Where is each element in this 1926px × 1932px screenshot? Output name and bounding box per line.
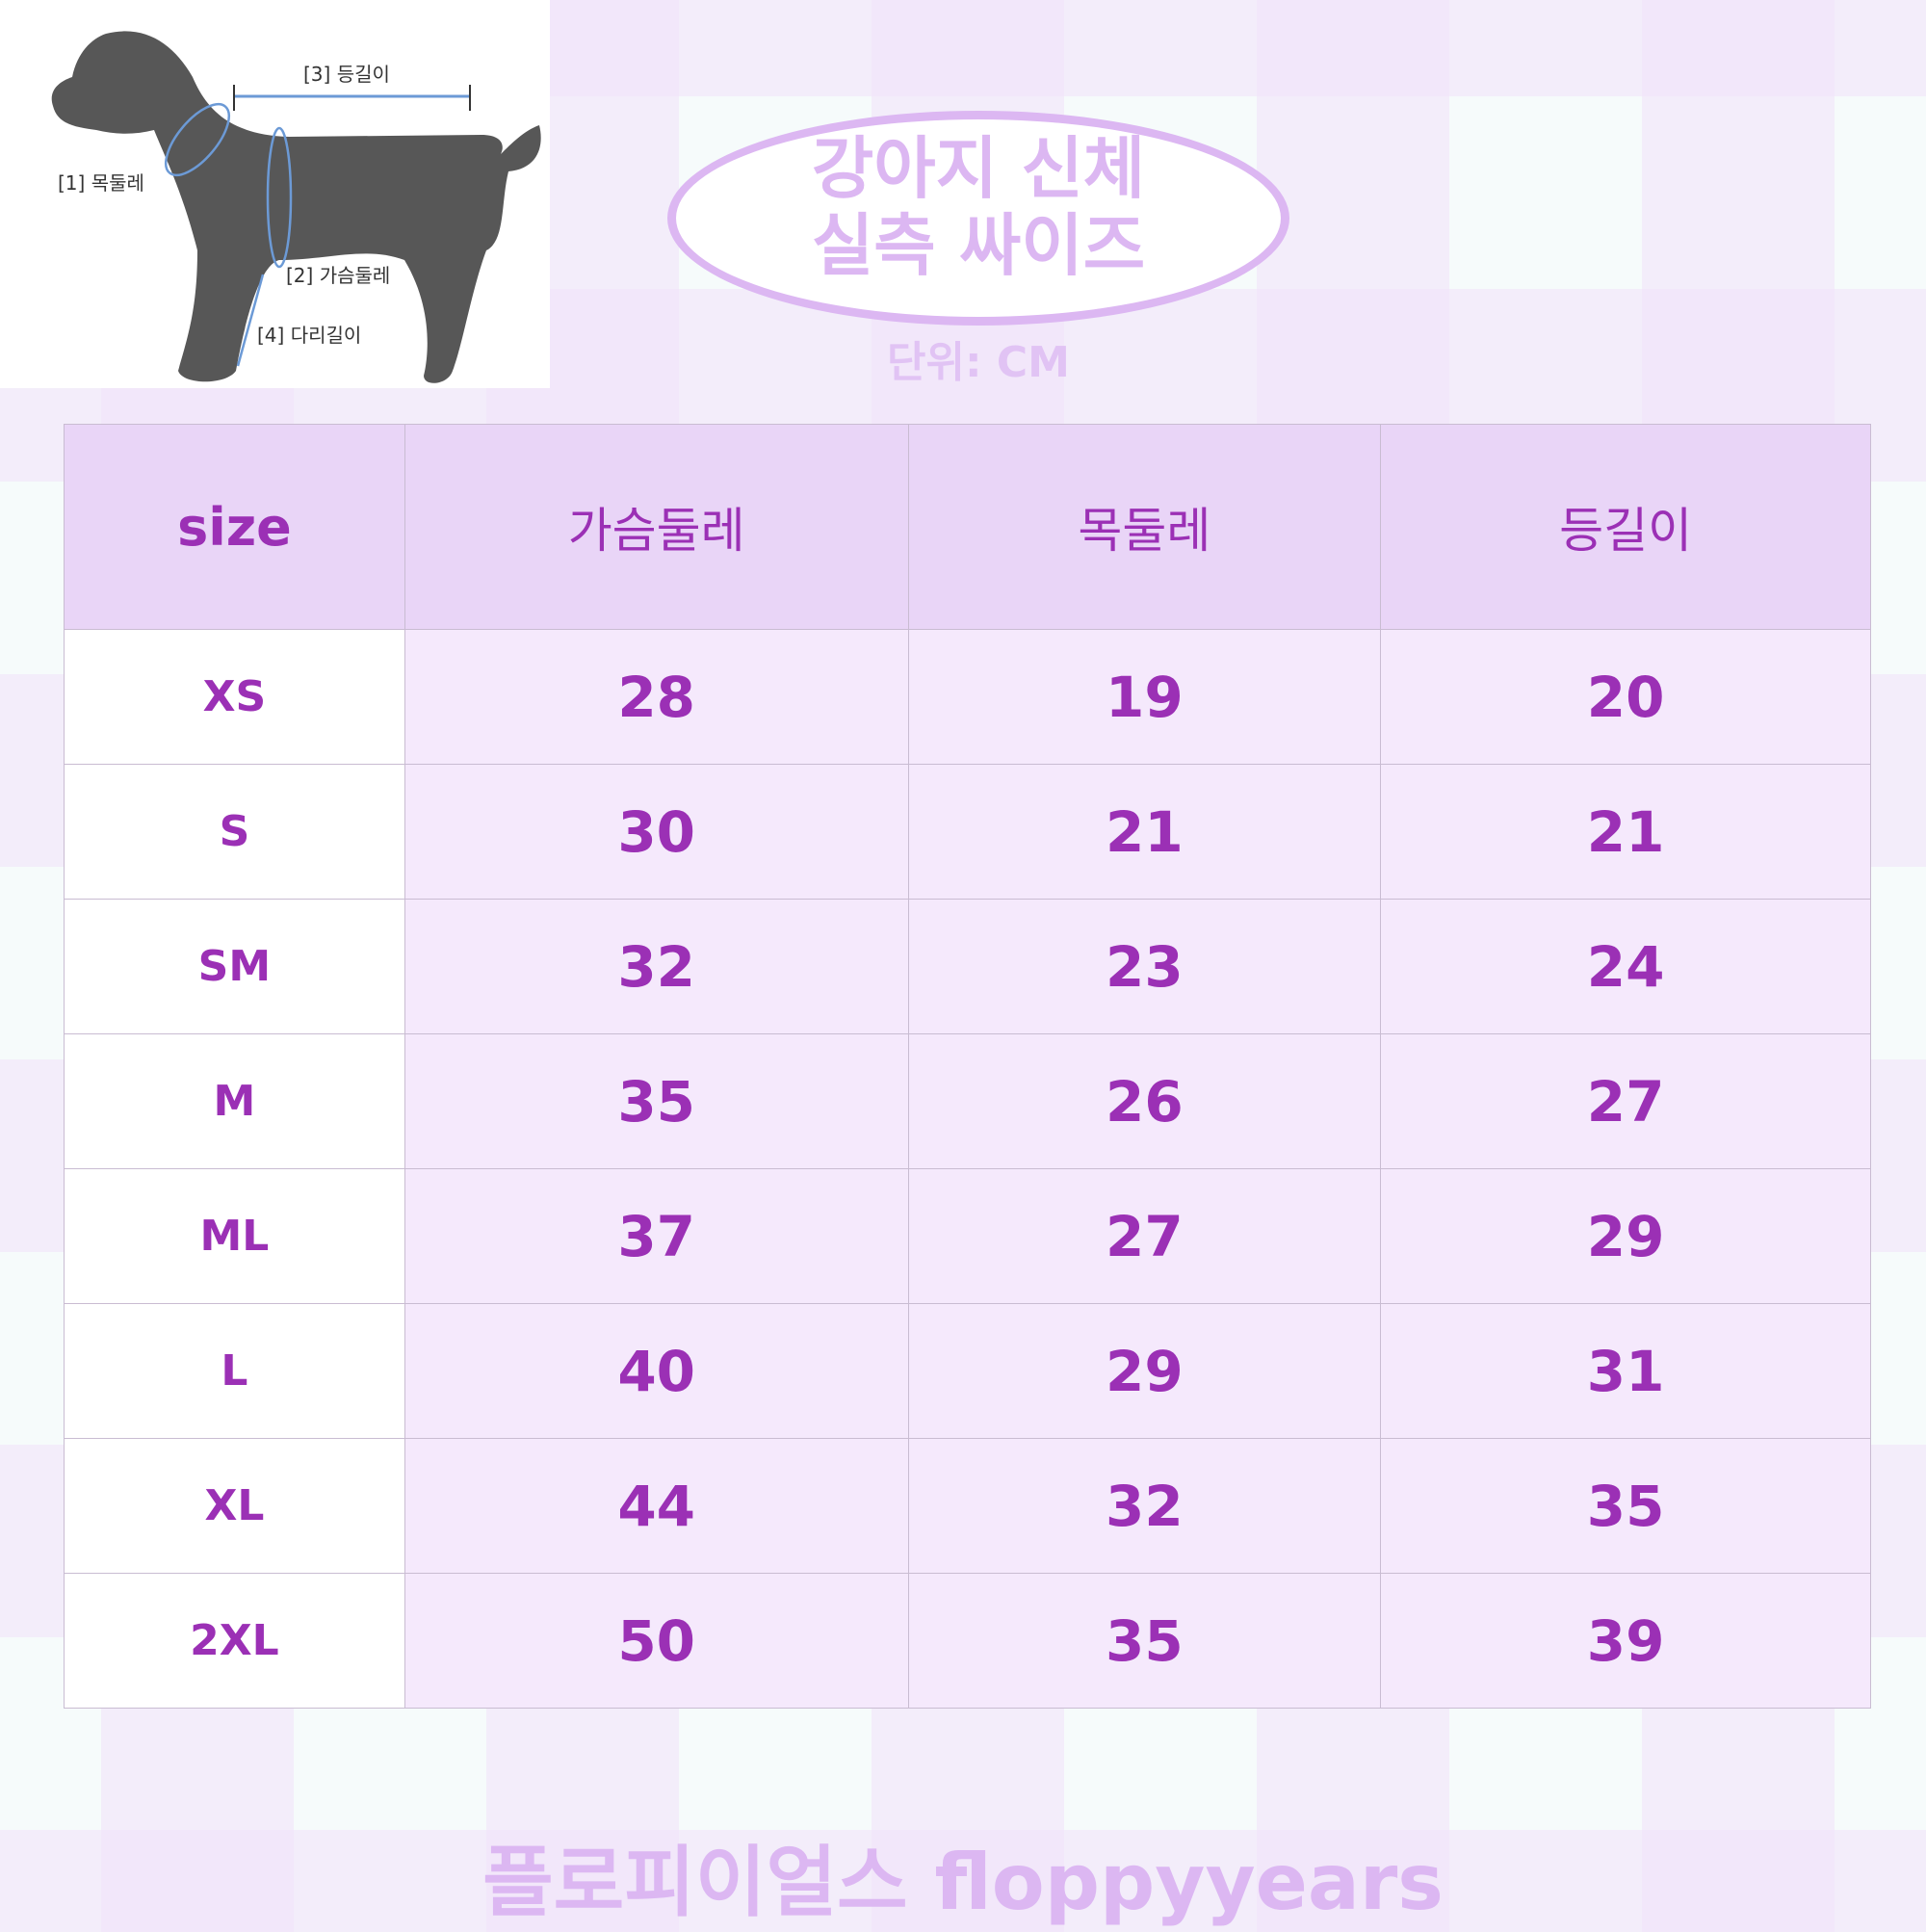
cell-size: 2XL <box>64 1573 405 1709</box>
cell-back: 35 <box>1380 1438 1871 1574</box>
dog-silhouette-icon: [1] 목둘레 [2] 가슴둘레 [3] 등길이 [4] 다리길이 <box>51 31 541 383</box>
cell-back: 27 <box>1380 1033 1871 1169</box>
table-row: ML 37 27 29 <box>64 1168 1871 1304</box>
cell-neck: 23 <box>907 899 1382 1034</box>
unit-label: 단위: CM <box>887 338 1070 387</box>
cell-chest: 32 <box>403 899 909 1034</box>
brand-footer: 플로피이얼스 floppyyears <box>482 1838 1444 1927</box>
header-back: 등길이 <box>1380 424 1871 630</box>
title-oval <box>667 111 1289 326</box>
header-chest: 가슴둘레 <box>403 424 909 630</box>
cell-size: M <box>64 1033 405 1169</box>
cell-size: XS <box>64 629 405 765</box>
cell-chest: 40 <box>403 1303 909 1439</box>
cell-neck: 32 <box>907 1438 1382 1574</box>
table-row: 2XL 50 35 39 <box>64 1573 1871 1709</box>
size-table: size 가슴둘레 목둘레 등길이 XS 28 19 20 S 30 21 21 SM 32 23 2… <box>64 424 1871 1709</box>
cell-chest: 37 <box>403 1168 909 1304</box>
cell-back: 39 <box>1380 1573 1871 1709</box>
table-row: L 40 29 31 <box>64 1303 1871 1439</box>
table-row: S 30 21 21 <box>64 764 1871 900</box>
table-row: XL 44 32 35 <box>64 1438 1871 1574</box>
cell-back: 24 <box>1380 899 1871 1034</box>
cell-size: XL <box>64 1438 405 1574</box>
cell-neck: 29 <box>907 1303 1382 1439</box>
cell-size: L <box>64 1303 405 1439</box>
cell-neck: 27 <box>907 1168 1382 1304</box>
cell-chest: 35 <box>403 1033 909 1169</box>
cell-back: 29 <box>1380 1168 1871 1304</box>
cell-chest: 28 <box>403 629 909 765</box>
cell-size: S <box>64 764 405 900</box>
label-back: [3] 등길이 <box>303 63 390 86</box>
table-header-row: size 가슴둘레 목둘레 등길이 <box>64 424 1871 630</box>
dog-measurement-diagram: [1] 목둘레 [2] 가슴둘레 [3] 등길이 [4] 다리길이 <box>0 0 550 388</box>
cell-chest: 50 <box>403 1573 909 1709</box>
cell-neck: 19 <box>907 629 1382 765</box>
table-row: SM 32 23 24 <box>64 899 1871 1034</box>
cell-size: SM <box>64 899 405 1034</box>
cell-neck: 35 <box>907 1573 1382 1709</box>
header-size: size <box>64 424 405 630</box>
title-line-2: 실측 싸이즈 <box>811 206 1146 285</box>
table-row: XS 28 19 20 <box>64 629 1871 765</box>
cell-chest: 44 <box>403 1438 909 1574</box>
table-row: M 35 26 27 <box>64 1033 1871 1169</box>
cell-back: 31 <box>1380 1303 1871 1439</box>
label-leg: [4] 다리길이 <box>257 324 361 347</box>
cell-neck: 26 <box>907 1033 1382 1169</box>
cell-chest: 30 <box>403 764 909 900</box>
cell-size: ML <box>64 1168 405 1304</box>
header-neck: 목둘레 <box>907 424 1382 630</box>
cell-neck: 21 <box>907 764 1382 900</box>
label-chest: [2] 가슴둘레 <box>286 264 390 287</box>
cell-back: 20 <box>1380 629 1871 765</box>
title-line-1: 강아지 신체 <box>811 129 1146 208</box>
label-neck: [1] 목둘레 <box>58 171 144 195</box>
cell-back: 21 <box>1380 764 1871 900</box>
